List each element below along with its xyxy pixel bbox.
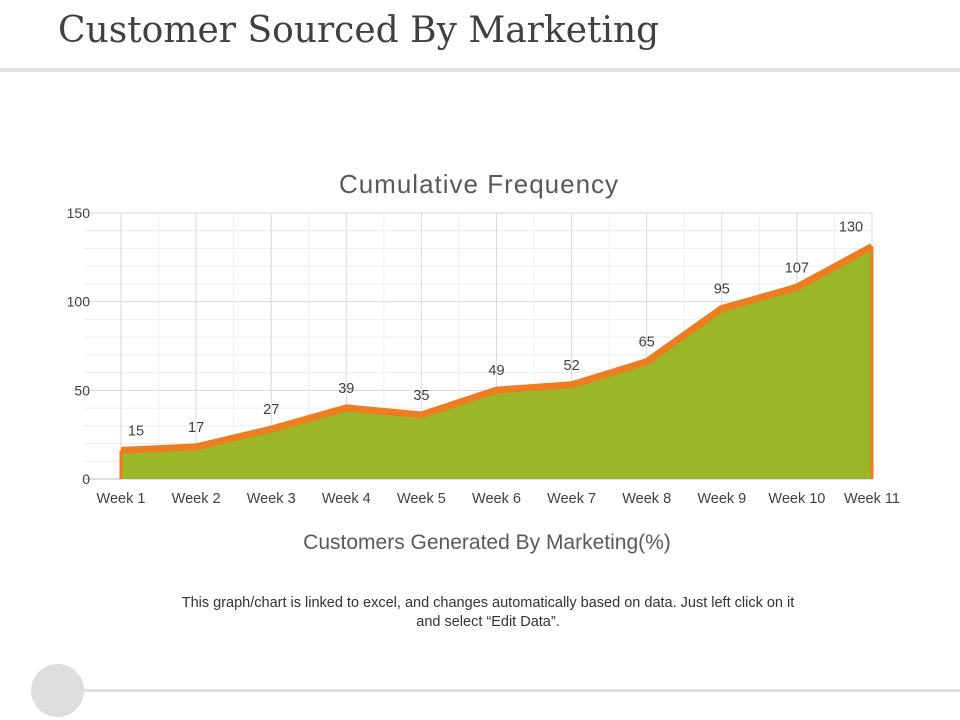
data-label: 35: [413, 388, 429, 404]
x-tick-label: Week 5: [397, 491, 446, 507]
x-tick-label: Week 8: [622, 491, 671, 507]
chart-plot-area: [119, 243, 874, 479]
x-tick-label: Week 3: [247, 491, 296, 507]
data-label: 17: [188, 420, 204, 436]
title-divider: [0, 68, 960, 72]
x-tick-label: Week 6: [472, 491, 521, 507]
x-tick-label: Week 9: [697, 491, 746, 507]
y-tick-label: 0: [82, 471, 90, 487]
x-tick-label: Week 10: [768, 491, 825, 507]
data-label: 107: [785, 260, 809, 276]
data-label: 65: [639, 335, 655, 351]
y-tick-label: 150: [67, 205, 91, 221]
y-tick-label: 100: [67, 294, 91, 310]
x-tick-label: Week 11: [844, 491, 900, 507]
data-label: 95: [714, 282, 730, 298]
x-tick-label: Week 7: [547, 491, 596, 507]
data-label: 15: [128, 423, 144, 439]
footer-divider: [84, 689, 960, 692]
data-label: 27: [263, 402, 279, 418]
x-axis-label: Customers Generated By Marketing(%): [303, 531, 671, 554]
data-label: 52: [564, 358, 580, 374]
data-label: 49: [488, 363, 504, 379]
footer-circle-decoration: [31, 664, 84, 717]
x-tick-label: Week 2: [172, 491, 221, 507]
page-title: Customer Sourced By Marketing: [58, 10, 660, 51]
data-label: 39: [338, 381, 354, 397]
y-axis-ticks: 0 50 100 150: [67, 205, 91, 487]
x-tick-label: Week 4: [322, 491, 371, 507]
x-tick-label: Week 1: [97, 491, 146, 507]
x-axis-ticks: Week 1 Week 2 Week 3 Week 4 Week 5 Week 6 Week…: [97, 491, 900, 507]
y-tick-label: 50: [74, 382, 90, 398]
data-label: 130: [839, 219, 863, 235]
chart-title: Cumulative Frequency: [339, 169, 619, 199]
data-labels: 15 17 27 39 35 49 52 65 95 107 130: [128, 219, 863, 439]
footer-note: This graph/chart is linked to excel, and…: [181, 595, 795, 630]
